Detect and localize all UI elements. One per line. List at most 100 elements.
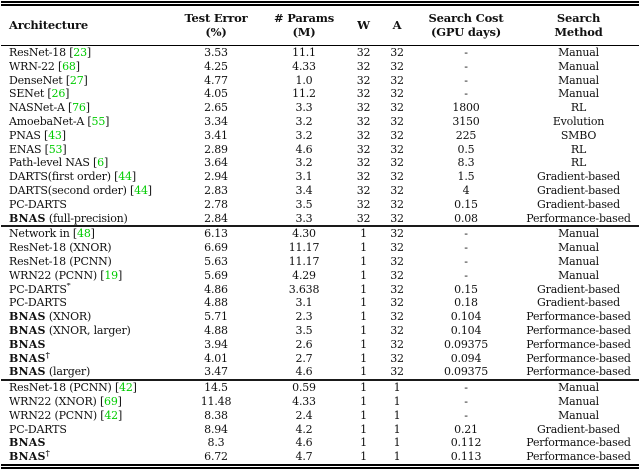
cell-params: 11.17: [288, 241, 320, 255]
cell-params: 3.4: [295, 183, 313, 197]
cell-w: 1: [360, 365, 367, 379]
citation-number: 76: [72, 101, 86, 115]
table-row: PC-DARTS* 4.86 3.638 1 32 0.15 Gradient-based: [1, 283, 639, 297]
cell-a: 32: [390, 73, 404, 87]
cell-test-error: 3.41: [204, 128, 228, 142]
cell-test-error: 4.88: [204, 323, 228, 337]
cell-w: 32: [356, 211, 371, 225]
cell-test-error: 5.71: [204, 310, 228, 324]
table-row: DenseNet [27] 4.77 1.0 32 32 - Manual: [1, 74, 639, 88]
cell-w: 32: [356, 142, 371, 156]
header-line: Method: [554, 25, 603, 39]
cell-params: 3.2: [295, 156, 313, 170]
architecture-name: PC-DARTS: [9, 422, 67, 436]
cell-a: 32: [390, 282, 404, 296]
cell-params: 11.2: [292, 87, 316, 101]
cell-a: 32: [390, 101, 404, 115]
cell-params: 3.2: [295, 128, 313, 142]
cell-w: 1: [360, 422, 367, 436]
header-line: Search Cost: [428, 11, 504, 25]
architecture-name: PC-DARTS: [9, 296, 67, 310]
cell-params: 2.4: [295, 408, 313, 422]
cell-w: 1: [347, 379, 380, 395]
cell-w: 32: [356, 156, 371, 170]
cell-test-error: 11.48: [200, 394, 232, 408]
cell-a: 32: [390, 337, 404, 351]
cell-search-method: Performance-based: [526, 310, 631, 324]
cell-architecture: BNAS: [1, 436, 171, 450]
cell-test-error: 5.63: [204, 254, 228, 268]
header-line: W: [357, 18, 370, 32]
cell-search-cost: -: [464, 59, 468, 73]
cell-architecture: PNAS [43]: [9, 128, 66, 142]
cell-a: 32: [390, 296, 404, 310]
cell-a: 32: [390, 254, 404, 268]
cell-test-error: 6.13: [171, 225, 261, 242]
cell-test-error: 3.34: [204, 114, 228, 128]
cell-architecture: PC-DARTS: [1, 423, 171, 437]
cell-architecture: BNAS (XNOR, larger): [1, 324, 171, 338]
architecture-name: PNAS: [9, 128, 41, 142]
cell-test-error: 8.3: [207, 436, 225, 450]
cell-a: 32: [390, 170, 404, 184]
header-line: Test Error: [184, 11, 248, 25]
cell-test-error: 4.77: [204, 73, 228, 87]
cell-search-cost: 0.09375: [443, 337, 489, 351]
cell-a: 32: [390, 351, 404, 365]
table-row: WRN22 (PCNN) [42] 8.38 2.4 1 1 - Manual: [1, 409, 639, 423]
cell-test-error: 4.25: [204, 59, 228, 73]
cell-search-method: Manual: [558, 46, 599, 59]
cell-search-method: Manual: [558, 59, 599, 73]
column-header-w: W: [347, 3, 380, 46]
cell-architecture: ResNet-18 (PCNN): [1, 255, 171, 269]
table-row: BNAS 3.94 2.6 1 32 0.09375 Performance-based: [1, 338, 639, 352]
architecture-name: WRN22 (XNOR): [9, 394, 97, 408]
cell-a: 32: [390, 241, 404, 255]
header-line: (M): [292, 25, 316, 39]
cell-search-method: RL: [570, 156, 587, 170]
cell-w: 32: [356, 87, 371, 101]
cell-architecture: BNAS: [1, 338, 171, 352]
table-header: Architecture Test Error (%) # Params (M)…: [1, 3, 639, 46]
cell-a: 32: [390, 128, 404, 142]
citation-number: 42: [104, 408, 118, 422]
cell-architecture: ResNet-18 (PCNN) [42]: [1, 379, 171, 395]
header-row: Architecture Test Error (%) # Params (M)…: [1, 3, 639, 46]
cell-search-cost: 4: [462, 183, 470, 197]
cell-search-method: Gradient-based: [537, 197, 620, 211]
citation-number: 44: [118, 170, 132, 184]
cell-search-method: SMBO: [560, 128, 597, 142]
table-row: Path-level NAS [6] 3.64 3.2 32 32 8.3 RL: [1, 156, 639, 170]
cell-search-method: Performance-based: [526, 351, 631, 365]
cell-search-cost: -: [464, 268, 468, 282]
cell-params: 3.1: [295, 296, 313, 310]
cell-architecture: BNAS (full-precision): [1, 212, 171, 227]
cell-w: 1: [360, 268, 367, 282]
architecture-suffix: (XNOR): [45, 310, 92, 324]
architecture-name: BNAS: [9, 211, 46, 225]
cell-search-cost: 3150: [452, 114, 480, 128]
header-line: # Params: [274, 11, 334, 25]
architecture-suffix: (larger): [45, 365, 91, 379]
cell-architecture: DARTS(second order) [44]: [9, 183, 152, 197]
architecture-name: WRN-22: [9, 59, 55, 73]
table-row: ResNet-18 (XNOR) 6.69 11.17 1 32 - Manual: [1, 241, 639, 255]
cell-params: 3.638: [288, 282, 320, 296]
cell-a: 32: [390, 183, 404, 197]
cell-w: 1: [360, 241, 367, 255]
table-row: BNAS (full-precision) 2.84 3.3 32 32 0.08 Perf…: [1, 212, 639, 227]
table-row: PNAS [43] 3.41 3.2 32 32 225 SMBO: [1, 129, 639, 143]
header-line: (%): [205, 25, 227, 39]
cell-architecture: WRN-22 [68]: [9, 59, 80, 73]
column-header-a: A: [380, 3, 414, 46]
cell-architecture: ENAS [53]: [9, 142, 67, 156]
cell-a: 1: [393, 422, 401, 436]
table-row: PC-DARTS 8.94 4.2 1 1 0.21 Gradient-based: [1, 423, 639, 437]
citation-number: 6: [97, 156, 104, 170]
cell-a: 32: [390, 365, 404, 379]
cell-architecture: ResNet-18 [23]: [9, 46, 91, 59]
cell-test-error: 4.05: [204, 87, 228, 101]
cell-search-method: Evolution: [552, 114, 605, 128]
architecture-name: PC-DARTS: [9, 197, 67, 211]
cell-test-error: 6.72: [204, 450, 228, 464]
